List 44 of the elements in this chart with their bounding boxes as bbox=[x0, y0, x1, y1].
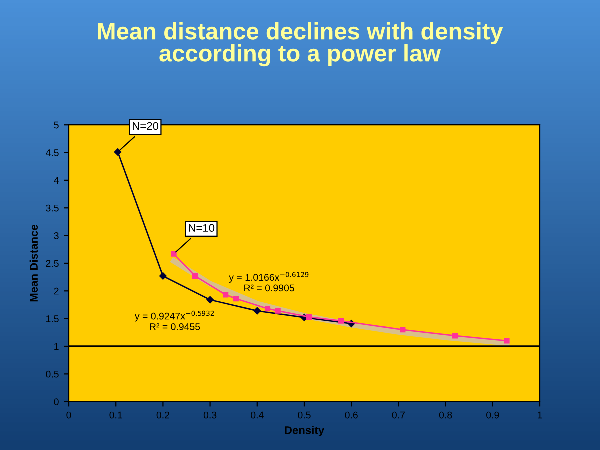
point bbox=[338, 318, 344, 324]
point bbox=[306, 314, 312, 320]
y-tick-label: 5 bbox=[54, 122, 59, 129]
point bbox=[254, 307, 262, 315]
y-tick-label: 4.5 bbox=[46, 150, 59, 156]
y-tick-label: 1 bbox=[54, 343, 59, 350]
annotation: N=10 bbox=[189, 224, 215, 232]
y-tick-label: 1.5 bbox=[46, 316, 59, 322]
y-tick-label: 4 bbox=[54, 177, 59, 184]
point bbox=[206, 296, 214, 304]
x-tick-label: 0.8 bbox=[439, 412, 452, 419]
point bbox=[275, 308, 281, 314]
y-tick-label: 3 bbox=[54, 232, 59, 240]
point bbox=[233, 296, 239, 302]
x-tick-label: 0.6 bbox=[345, 412, 358, 419]
x-axis-title: Density bbox=[285, 426, 325, 437]
point bbox=[400, 327, 406, 333]
point bbox=[192, 273, 198, 279]
point bbox=[452, 333, 458, 339]
x-tick-label: 0.5 bbox=[298, 412, 311, 419]
y-axis-title: Mean Distance bbox=[30, 224, 38, 302]
point bbox=[264, 306, 271, 312]
annotation: y = 1.0166x$^{−0.6129}$ R² = 0.9905 bbox=[229, 272, 309, 292]
x-tick-label: 0.2 bbox=[156, 412, 170, 419]
point bbox=[504, 338, 510, 344]
chart-title: Mean distance declines with density according to a power law bbox=[98, 22, 504, 67]
y-tick-label: 2 bbox=[54, 288, 59, 295]
x-tick-label: 1 bbox=[538, 412, 542, 419]
x-tick-label: 0.9 bbox=[486, 412, 500, 419]
annotation: N=20 bbox=[133, 122, 159, 130]
x-tick-label: 0 bbox=[66, 412, 72, 419]
point bbox=[171, 251, 177, 257]
x-tick-label: 0.1 bbox=[110, 412, 122, 419]
point bbox=[114, 148, 122, 156]
y-tick-label: 2.5 bbox=[46, 260, 59, 268]
x-tick-label: 0.7 bbox=[392, 412, 405, 419]
point bbox=[160, 272, 167, 280]
x-tick-label: 0.3 bbox=[204, 412, 217, 419]
y-tick-label: 0.5 bbox=[46, 370, 59, 378]
annotation: y = 0.9247x$^{−0.5932}$ R² = 0.9455 bbox=[134, 310, 214, 330]
y-tick-label: 0 bbox=[54, 398, 59, 406]
y-tick-label: 3.5 bbox=[46, 204, 59, 212]
point bbox=[223, 292, 229, 298]
x-tick-label: 0.4 bbox=[251, 412, 264, 419]
